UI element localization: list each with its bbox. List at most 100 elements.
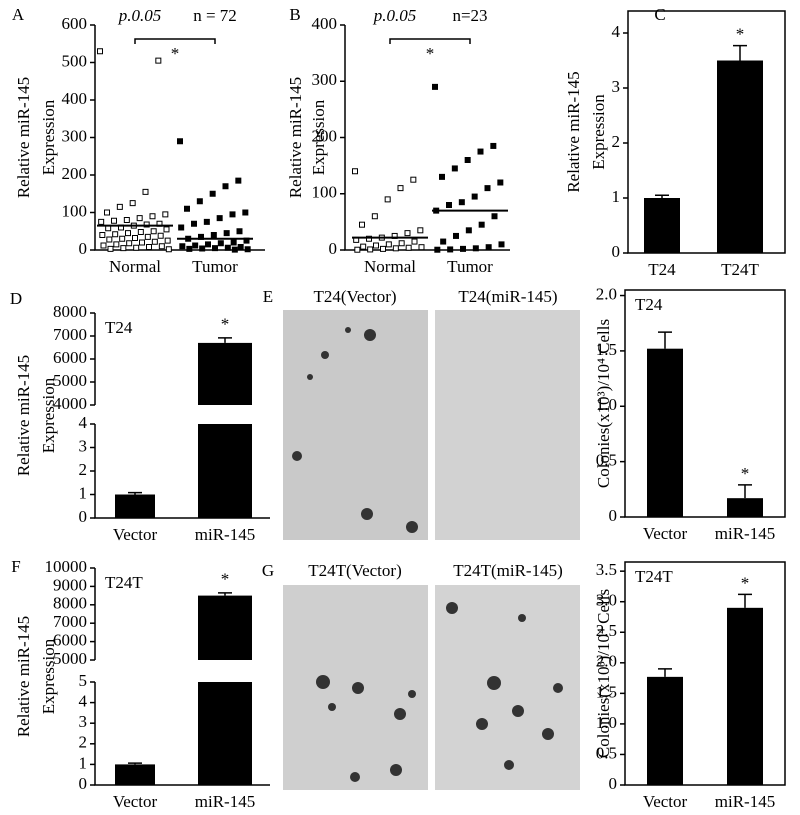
x-tick-label: Normal bbox=[364, 257, 416, 276]
panel-letter: G bbox=[262, 561, 274, 580]
y-tick-label: 1.5 bbox=[596, 340, 617, 359]
x-tick-label: Tumor bbox=[447, 257, 493, 276]
data-point bbox=[392, 245, 399, 252]
y-tick-label: 2 bbox=[612, 132, 621, 151]
x-tick-label: Tumor bbox=[192, 257, 238, 276]
significance: * bbox=[171, 44, 180, 63]
data-point bbox=[380, 245, 386, 252]
y-tick-label: 7000 bbox=[53, 325, 87, 344]
data-point bbox=[471, 193, 478, 200]
data-point bbox=[359, 221, 365, 228]
data-point bbox=[165, 246, 172, 253]
data-point bbox=[371, 213, 378, 220]
panel-letter: C bbox=[654, 5, 665, 24]
error-bar bbox=[128, 491, 142, 495]
data-point bbox=[112, 231, 119, 238]
data-point bbox=[384, 196, 391, 203]
y-tick-label: 2 bbox=[79, 460, 88, 479]
y-tick-label: 2 bbox=[79, 733, 88, 752]
y-tick-label: 400 bbox=[312, 14, 338, 33]
data-point bbox=[149, 213, 156, 220]
data-point bbox=[136, 215, 143, 222]
axes bbox=[344, 25, 510, 251]
y-tick-label: 0 bbox=[329, 239, 338, 258]
data-point bbox=[178, 224, 185, 231]
x-tick-label: T24T bbox=[721, 260, 759, 279]
data-point bbox=[485, 244, 492, 251]
image-label: T24(Vector) bbox=[313, 287, 396, 306]
significance: * bbox=[741, 464, 750, 483]
bar bbox=[647, 676, 683, 785]
y-tick-label: 3 bbox=[79, 436, 88, 455]
data-point bbox=[360, 243, 367, 250]
data-point bbox=[100, 242, 107, 249]
data-point bbox=[464, 157, 471, 163]
data-point bbox=[199, 245, 206, 252]
y-tick-label: 5 bbox=[79, 671, 88, 690]
data-point bbox=[196, 198, 203, 205]
data-point bbox=[184, 205, 190, 212]
error-bar bbox=[738, 593, 752, 608]
y-tick-label: 1.5 bbox=[596, 682, 617, 701]
y-tick-label: 6000 bbox=[53, 631, 87, 650]
data-point bbox=[133, 244, 140, 251]
data-point bbox=[223, 230, 230, 237]
error-bar bbox=[128, 762, 142, 765]
data-point bbox=[163, 226, 170, 233]
data-point bbox=[229, 211, 236, 218]
bracket bbox=[389, 38, 471, 44]
data-point bbox=[99, 232, 106, 238]
bar bbox=[198, 424, 252, 518]
sample-size: n = 72 bbox=[193, 6, 237, 25]
x-tick-label: miR-145 bbox=[195, 792, 255, 811]
significance: * bbox=[221, 315, 230, 334]
y-axis-label: Relative miR-145 bbox=[564, 71, 583, 192]
y-tick-label: 9000 bbox=[53, 575, 87, 594]
bar bbox=[647, 348, 683, 517]
data-point bbox=[417, 227, 424, 234]
data-point bbox=[404, 230, 411, 237]
y-tick-label: 0 bbox=[609, 506, 618, 525]
y-tick-label: 2.0 bbox=[596, 284, 617, 303]
x-tick-label: Vector bbox=[643, 792, 688, 811]
data-point bbox=[137, 229, 144, 235]
data-point bbox=[139, 239, 145, 246]
data-point bbox=[186, 245, 193, 252]
image-label: T24T(Vector) bbox=[308, 561, 401, 580]
data-point bbox=[490, 142, 497, 149]
data-point bbox=[191, 220, 197, 227]
x-tick-label: Vector bbox=[643, 524, 688, 543]
data-point bbox=[129, 200, 136, 207]
data-point bbox=[132, 235, 138, 241]
data-point bbox=[179, 243, 186, 250]
y-tick-label: 2.5 bbox=[596, 621, 617, 640]
error-bar bbox=[218, 592, 232, 596]
data-point bbox=[244, 246, 251, 253]
x-tick-label: Normal bbox=[109, 257, 161, 276]
y-axis-label: Relative miR-145 bbox=[286, 77, 305, 198]
error-bar bbox=[738, 484, 752, 499]
y-tick-label: 0.5 bbox=[596, 451, 617, 470]
significance: * bbox=[426, 44, 435, 63]
error-bar bbox=[655, 194, 669, 198]
data-point bbox=[236, 228, 243, 235]
p-value: p.0.05 bbox=[118, 6, 162, 25]
data-point bbox=[439, 173, 445, 180]
data-point bbox=[106, 236, 113, 243]
y-tick-label: 200 bbox=[312, 126, 338, 145]
error-bar bbox=[658, 331, 672, 349]
x-tick-label: Vector bbox=[113, 525, 158, 544]
y-tick-label: 0 bbox=[79, 239, 88, 258]
data-point bbox=[460, 245, 466, 252]
x-tick-label: miR-145 bbox=[195, 525, 255, 544]
panel-letter: B bbox=[289, 5, 300, 24]
y-tick-label: 0 bbox=[612, 242, 621, 261]
y-tick-label: 300 bbox=[312, 70, 338, 89]
data-point bbox=[440, 238, 447, 245]
data-point bbox=[143, 221, 150, 228]
chart-label: T24T bbox=[635, 567, 673, 586]
y-axis-label: Colonies(x10³)/10⁴ Cells bbox=[594, 319, 613, 488]
data-point bbox=[230, 239, 237, 246]
panel-letter: D bbox=[10, 289, 22, 308]
x-tick-label: Vector bbox=[113, 792, 158, 811]
